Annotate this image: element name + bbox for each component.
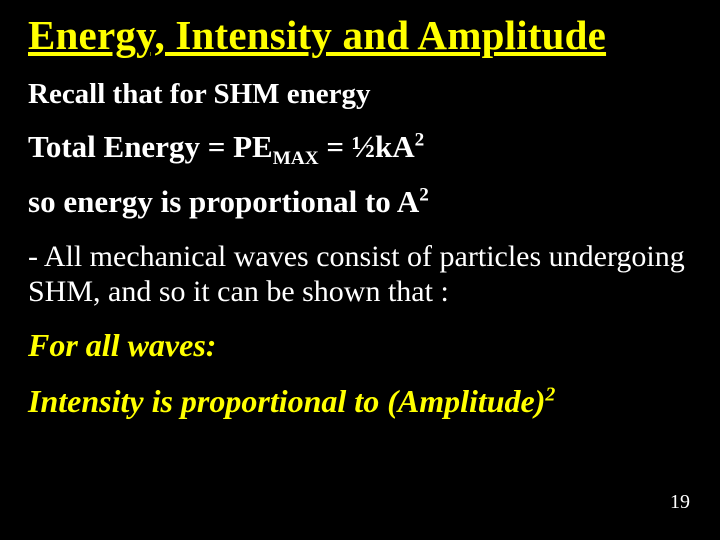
recall-line: Recall that for SHM energy — [28, 77, 692, 111]
eq-mid: = ½kA — [319, 129, 415, 164]
eq-subscript-max: MAX — [273, 149, 319, 170]
total-energy-equation: Total Energy = PEMAX = ½kA2 — [28, 129, 692, 166]
proportional-line: so energy is proportional to A2 — [28, 184, 692, 221]
prop-text: so energy is proportional to A — [28, 184, 419, 219]
intensity-superscript-2: 2 — [545, 383, 555, 405]
intensity-line: Intensity is proportional to (Amplitude)… — [28, 383, 692, 421]
slide: Energy, Intensity and Amplitude Recall t… — [0, 0, 720, 540]
page-number: 19 — [670, 491, 690, 514]
intensity-text: Intensity is proportional to (Amplitude) — [28, 383, 545, 419]
eq-lhs: Total Energy = PE — [28, 129, 273, 164]
for-all-waves-line: For all waves: — [28, 327, 692, 365]
mechanical-waves-line: - All mechanical waves consist of partic… — [28, 239, 692, 310]
slide-title: Energy, Intensity and Amplitude — [28, 12, 692, 59]
prop-superscript-2: 2 — [419, 185, 429, 206]
eq-superscript-2: 2 — [415, 130, 425, 151]
